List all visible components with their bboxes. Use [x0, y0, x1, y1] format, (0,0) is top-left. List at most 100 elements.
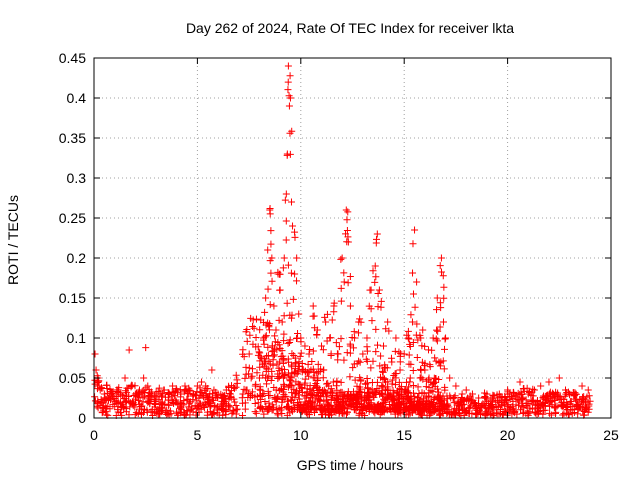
data-point [441, 345, 449, 353]
data-point [300, 406, 308, 414]
data-point [275, 341, 283, 349]
data-point [293, 387, 301, 395]
data-point [288, 363, 296, 371]
data-point [432, 335, 440, 343]
data-point [571, 389, 579, 397]
data-point [256, 383, 264, 391]
data-point [267, 269, 275, 277]
data-point [248, 372, 256, 380]
data-point [500, 399, 508, 407]
data-point [516, 397, 524, 405]
y-tick-label: 0.1 [67, 330, 87, 346]
data-point [357, 376, 365, 384]
data-point [103, 411, 111, 419]
data-point [414, 393, 422, 401]
data-point [282, 217, 290, 225]
data-point [267, 377, 275, 385]
y-tick-label: 0.4 [67, 90, 87, 106]
data-point [451, 392, 459, 400]
data-point [556, 395, 564, 403]
data-point [298, 360, 306, 368]
data-point [417, 365, 425, 373]
data-point [131, 411, 139, 419]
data-point [311, 405, 319, 413]
data-point [231, 398, 239, 406]
data-point [275, 373, 283, 381]
data-point [433, 294, 441, 302]
data-point [409, 338, 417, 346]
data-point [422, 401, 430, 409]
data-point [156, 390, 164, 398]
data-point [344, 392, 352, 400]
data-point [256, 405, 264, 413]
data-point [439, 318, 447, 326]
data-point [356, 315, 364, 323]
data-point [389, 393, 397, 401]
data-point [330, 302, 338, 310]
data-point [206, 390, 214, 398]
data-point [337, 378, 345, 386]
data-point [177, 409, 185, 417]
data-point [344, 208, 352, 216]
data-point [250, 324, 258, 332]
data-point [255, 374, 263, 382]
data-point [403, 387, 411, 395]
data-point [321, 313, 329, 321]
data-point [468, 396, 476, 404]
data-point [125, 411, 133, 419]
data-point [539, 410, 547, 418]
data-point [296, 352, 304, 360]
data-point [96, 386, 104, 394]
data-point [272, 398, 280, 406]
data-point [261, 308, 269, 316]
data-point [97, 399, 105, 407]
data-point [284, 62, 292, 70]
data-point [533, 410, 541, 418]
data-point [405, 360, 413, 368]
data-point [515, 401, 523, 409]
data-point [269, 361, 277, 369]
data-point [313, 376, 321, 384]
data-point [333, 377, 341, 385]
data-point [144, 398, 152, 406]
data-point [303, 389, 311, 397]
data-point [138, 402, 146, 410]
data-point [268, 254, 276, 262]
data-point [286, 129, 294, 137]
data-point [202, 391, 210, 399]
data-point [271, 338, 279, 346]
x-axis-label: GPS time / hours [297, 457, 404, 473]
data-point [363, 347, 371, 355]
data-point [448, 411, 456, 419]
data-point [409, 240, 417, 248]
data-point [342, 410, 350, 418]
data-point [346, 373, 354, 381]
data-point [117, 390, 125, 398]
data-point [283, 299, 291, 307]
data-point [294, 380, 302, 388]
data-point [413, 320, 421, 328]
data-point [353, 402, 361, 410]
data-point [230, 407, 238, 415]
data-point [198, 378, 206, 386]
data-point [231, 384, 239, 392]
data-point [401, 388, 409, 396]
data-point [273, 394, 281, 402]
data-point [91, 397, 99, 405]
data-point [368, 317, 376, 325]
data-point [384, 318, 392, 326]
data-point [139, 394, 147, 402]
data-point [427, 387, 435, 395]
data-point [549, 390, 557, 398]
data-point [359, 350, 367, 358]
y-tick-label: 0.25 [59, 210, 86, 226]
data-point [326, 334, 334, 342]
data-point [286, 373, 294, 381]
data-point [511, 409, 519, 417]
data-point [210, 410, 218, 418]
data-point [329, 406, 337, 414]
data-point [567, 406, 575, 414]
data-point [169, 399, 177, 407]
data-point [125, 346, 133, 354]
data-point [414, 383, 422, 391]
